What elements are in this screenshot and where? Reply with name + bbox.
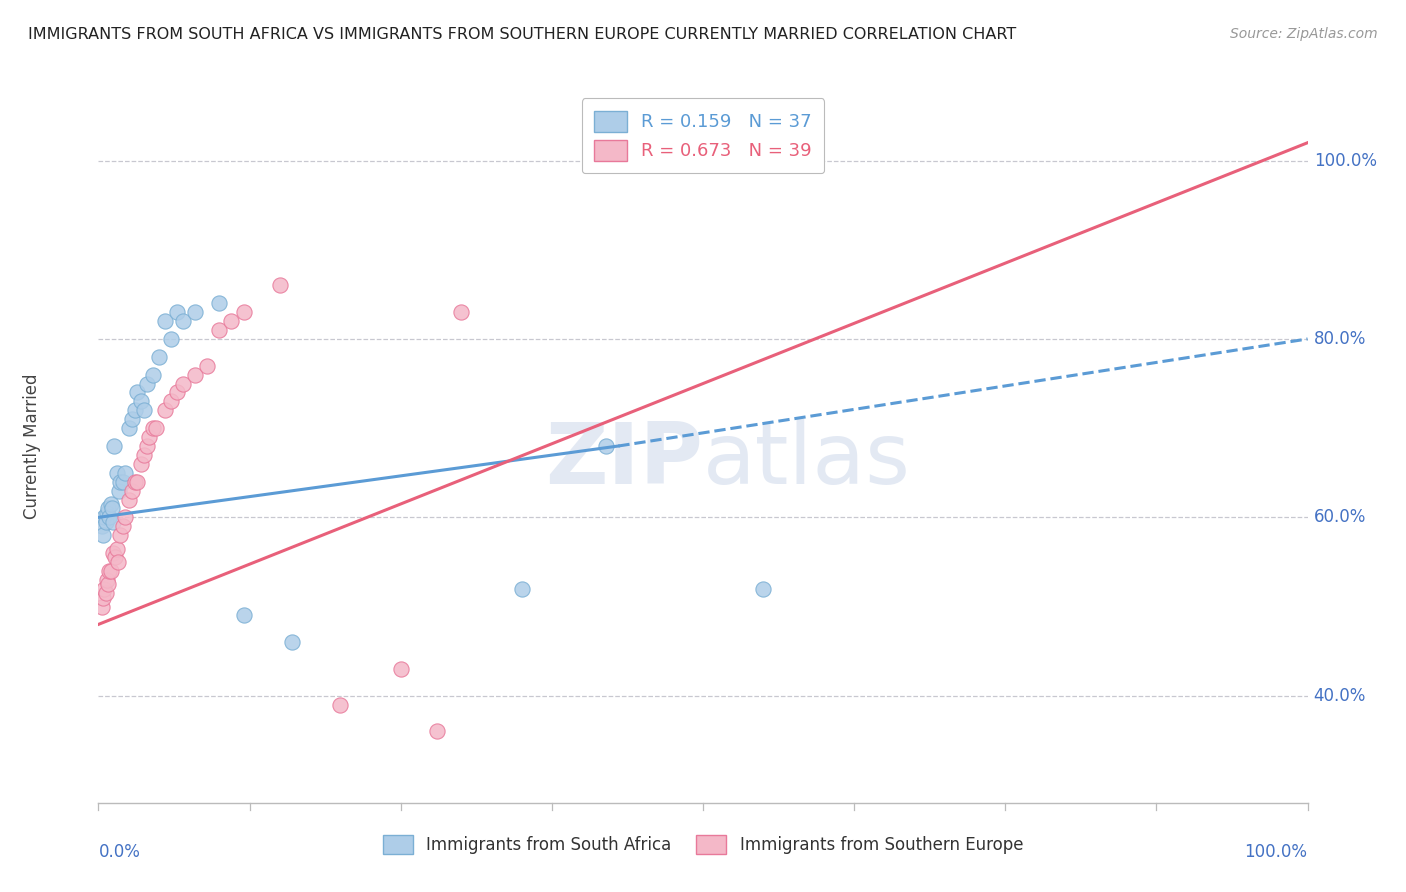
Point bbox=[160, 332, 183, 346]
Point bbox=[108, 528, 131, 542]
Point bbox=[195, 889, 218, 892]
Point bbox=[172, 314, 194, 328]
Point bbox=[98, 510, 121, 524]
Legend: Immigrants from South Africa, Immigrants from Southern Europe: Immigrants from South Africa, Immigrants… bbox=[371, 823, 1035, 866]
Point bbox=[232, 608, 254, 623]
Point bbox=[96, 506, 118, 520]
Point bbox=[269, 278, 291, 293]
Point bbox=[153, 403, 176, 417]
Point bbox=[221, 314, 243, 328]
Point bbox=[100, 501, 122, 516]
Point bbox=[232, 305, 254, 319]
Text: IMMIGRANTS FROM SOUTH AFRICA VS IMMIGRANTS FROM SOUTHERN EUROPE CURRENTLY MARRIE: IMMIGRANTS FROM SOUTH AFRICA VS IMMIGRAN… bbox=[28, 27, 1017, 42]
Point bbox=[98, 564, 121, 578]
Point bbox=[111, 519, 134, 533]
Point bbox=[91, 528, 114, 542]
Point bbox=[94, 586, 117, 600]
Point bbox=[108, 475, 131, 489]
Point bbox=[107, 555, 129, 569]
Point bbox=[104, 550, 127, 565]
Point bbox=[195, 359, 218, 373]
Point bbox=[124, 403, 146, 417]
Point bbox=[105, 466, 128, 480]
Text: Currently Married: Currently Married bbox=[22, 373, 41, 519]
Point bbox=[129, 394, 152, 409]
Point bbox=[148, 350, 170, 364]
Point bbox=[124, 475, 146, 489]
Point bbox=[121, 412, 143, 426]
Point bbox=[121, 483, 143, 498]
Text: ZIP: ZIP bbox=[546, 418, 703, 502]
Point bbox=[134, 403, 156, 417]
Point bbox=[97, 501, 120, 516]
Point bbox=[108, 483, 131, 498]
Point bbox=[94, 515, 117, 529]
Point bbox=[160, 394, 183, 409]
Point bbox=[93, 582, 115, 596]
Point bbox=[127, 475, 149, 489]
Point bbox=[595, 439, 617, 453]
Point bbox=[329, 698, 352, 712]
Point bbox=[129, 457, 152, 471]
Point bbox=[101, 546, 124, 560]
Text: atlas: atlas bbox=[703, 418, 911, 502]
Point bbox=[184, 368, 207, 382]
Text: 80.0%: 80.0% bbox=[1313, 330, 1367, 348]
Point bbox=[135, 439, 157, 453]
Point bbox=[208, 323, 231, 337]
Point bbox=[118, 492, 141, 507]
Point bbox=[105, 541, 128, 556]
Point bbox=[134, 448, 156, 462]
Point bbox=[426, 724, 449, 739]
Point bbox=[135, 376, 157, 391]
Point bbox=[100, 497, 122, 511]
Point bbox=[142, 368, 165, 382]
Point bbox=[184, 305, 207, 319]
Point bbox=[93, 510, 115, 524]
Text: Source: ZipAtlas.com: Source: ZipAtlas.com bbox=[1230, 27, 1378, 41]
Point bbox=[166, 385, 188, 400]
Point bbox=[96, 573, 118, 587]
Point bbox=[111, 475, 134, 489]
Point bbox=[208, 296, 231, 310]
Point bbox=[100, 564, 122, 578]
Point bbox=[101, 515, 124, 529]
Text: 100.0%: 100.0% bbox=[1313, 152, 1376, 169]
Point bbox=[281, 635, 304, 649]
Point bbox=[127, 385, 149, 400]
Point bbox=[118, 421, 141, 435]
Point bbox=[172, 376, 194, 391]
Point bbox=[91, 599, 114, 614]
Point bbox=[145, 421, 167, 435]
Text: 40.0%: 40.0% bbox=[1313, 687, 1367, 705]
Text: 100.0%: 100.0% bbox=[1244, 843, 1308, 861]
Point bbox=[114, 466, 136, 480]
Point bbox=[450, 305, 472, 319]
Point bbox=[142, 421, 165, 435]
Point bbox=[114, 510, 136, 524]
Point bbox=[389, 662, 412, 676]
Point bbox=[153, 314, 176, 328]
Point bbox=[752, 582, 775, 596]
Point bbox=[103, 439, 125, 453]
Point bbox=[97, 577, 120, 591]
Point bbox=[91, 519, 114, 533]
Point bbox=[91, 591, 114, 605]
Point bbox=[138, 430, 160, 444]
Point bbox=[166, 305, 188, 319]
Text: 60.0%: 60.0% bbox=[1313, 508, 1367, 526]
Text: 0.0%: 0.0% bbox=[98, 843, 141, 861]
Point bbox=[510, 582, 533, 596]
